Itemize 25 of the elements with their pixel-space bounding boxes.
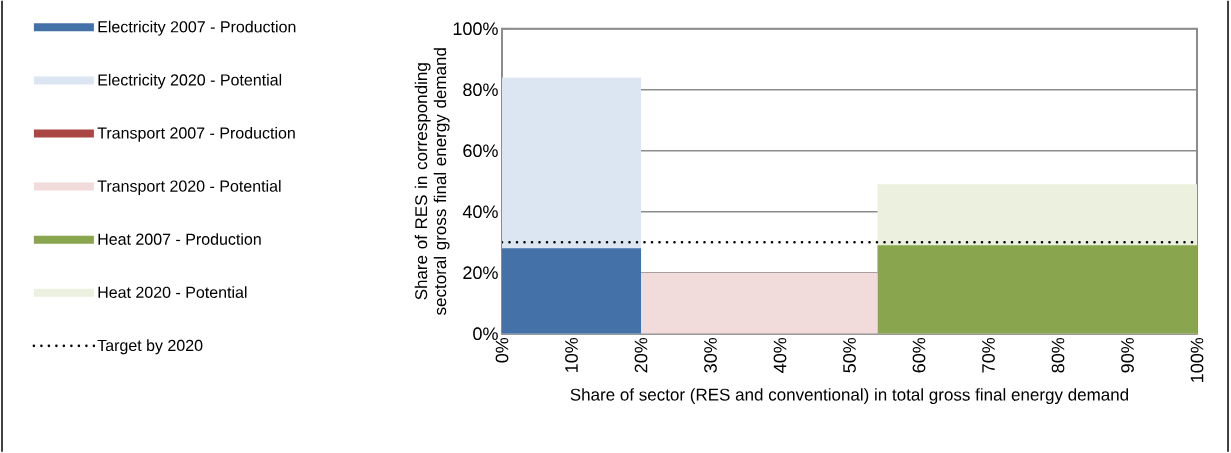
legend-label: Heat 2007 - Production bbox=[98, 233, 261, 246]
x-tick-label: 50% bbox=[843, 338, 856, 373]
y-tick-label: 60% bbox=[463, 144, 498, 158]
legend-label: Electricity 2020 - Potential bbox=[98, 74, 282, 90]
y-tick-label: 100% bbox=[453, 22, 498, 36]
x-tick-label: 80% bbox=[1051, 338, 1065, 373]
x-tick-label: 10% bbox=[565, 338, 578, 373]
y-tick-label: 0% bbox=[473, 327, 498, 341]
x-tick-label: 40% bbox=[773, 338, 787, 374]
x-tick-label: 60% bbox=[912, 338, 926, 373]
legend-label: Heat 2020 - Potential bbox=[98, 286, 247, 299]
x-axis-title: Share of sector (RES and conventional) in total gross final energy demand bbox=[570, 388, 1129, 405]
y-tick-label: 20% bbox=[463, 266, 498, 280]
y-axis-title: Share of RES in corresponding sectoral gross final energy demand bbox=[414, 48, 450, 316]
legend-label: Transport 2020 - Potential bbox=[97, 180, 281, 196]
x-tick-label: 70% bbox=[982, 338, 995, 373]
x-tick-label: 100% bbox=[1190, 338, 1204, 383]
legend-label: Electricity 2007 - Production bbox=[98, 21, 296, 36]
legend-label: Target by 2020 bbox=[97, 339, 203, 355]
x-tick-label: 20% bbox=[634, 338, 648, 373]
x-tick-label: 90% bbox=[1121, 338, 1134, 373]
legend-label: Transport 2007 - Production bbox=[97, 127, 295, 143]
y-tick-label: 40% bbox=[462, 205, 498, 219]
y-tick-label: 80% bbox=[463, 83, 498, 97]
x-tick-label: 30% bbox=[704, 338, 717, 373]
